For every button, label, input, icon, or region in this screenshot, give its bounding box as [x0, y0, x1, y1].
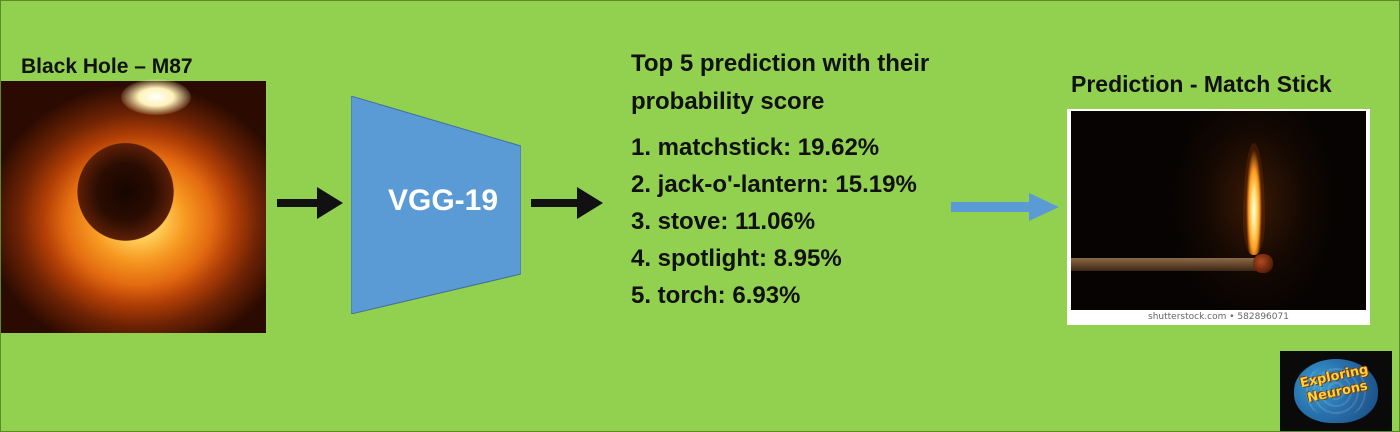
- vgg-model-block: [351, 96, 521, 314]
- predictions-heading: Top 5 prediction with their probability …: [631, 45, 929, 121]
- prediction-item: 1. matchstick: 19.62%: [631, 134, 880, 161]
- predictions-heading-line2: probability score: [631, 88, 825, 115]
- match-stick-body: [1071, 258, 1261, 271]
- arrow-input-to-model-shaft: [277, 199, 319, 207]
- match-head: [1253, 254, 1273, 273]
- matchstick-image: shutterstock.com • 582896071: [1067, 109, 1370, 325]
- exploring-neurons-logo: Exploring Neurons: [1280, 351, 1392, 431]
- flame-icon: [1243, 143, 1265, 255]
- prediction-item: 3. stove: 11.06%: [631, 208, 816, 235]
- arrow-predictions-to-output-head: [1029, 193, 1059, 221]
- arrow-model-to-predictions-head: [577, 187, 603, 219]
- output-title: Prediction - Match Stick: [1071, 71, 1332, 97]
- matchstick-photo: [1071, 111, 1366, 310]
- image-watermark: shutterstock.com • 582896071: [1148, 312, 1289, 322]
- arrow-predictions-to-output-shaft: [951, 202, 1031, 212]
- black-hole-bright-spot: [121, 79, 191, 115]
- prediction-item: 2. jack-o'-lantern: 15.19%: [631, 171, 917, 198]
- input-title: Black Hole – M87: [21, 55, 193, 78]
- prediction-item: 5. torch: 6.93%: [631, 282, 801, 309]
- black-hole-image: [1, 79, 266, 333]
- model-name: VGG-19: [387, 184, 499, 217]
- arrow-input-to-model-head: [317, 187, 343, 219]
- prediction-item: 4. spotlight: 8.95%: [631, 245, 842, 272]
- arrow-model-to-predictions-shaft: [531, 199, 579, 207]
- predictions-list: 1. matchstick: 19.62% 2. jack-o'-lantern…: [631, 129, 917, 314]
- brain-icon: [1294, 359, 1378, 423]
- predictions-heading-line1: Top 5 prediction with their: [631, 50, 930, 77]
